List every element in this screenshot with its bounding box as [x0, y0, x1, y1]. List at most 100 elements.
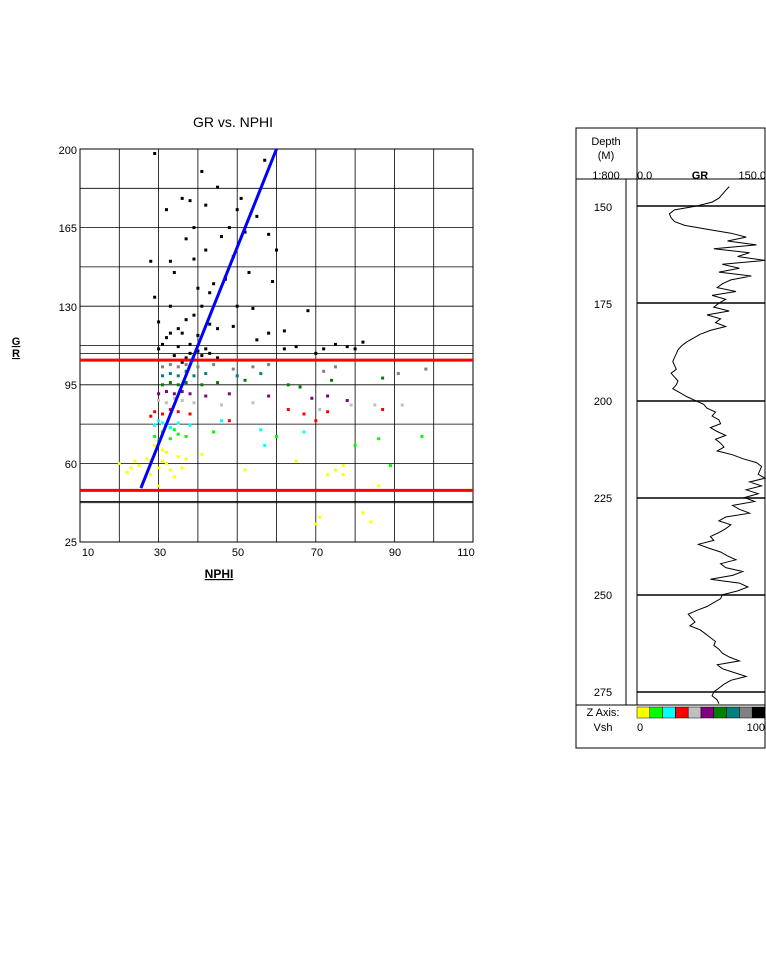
depth-label: 175 — [594, 299, 612, 311]
scatter-point — [333, 468, 337, 472]
scatter-point — [180, 331, 184, 335]
scatter-point — [200, 354, 204, 358]
scatter-point — [314, 419, 318, 423]
z-color-swatch — [649, 706, 663, 719]
scatter-point — [263, 158, 267, 162]
scatter-point — [424, 367, 428, 371]
x-tick-label: 70 — [311, 547, 323, 559]
z-color-swatch — [726, 706, 740, 719]
scatter-point — [330, 378, 334, 382]
scatter-point — [302, 412, 306, 416]
scatter-point — [243, 230, 247, 234]
y-tick-label: 60 — [65, 459, 77, 471]
y-axis-label-letter-2: R — [12, 348, 20, 360]
scatter-point — [168, 372, 172, 376]
x-tick-label: 50 — [232, 547, 244, 559]
scatter-point — [373, 403, 377, 407]
x-axis-label: NPHI — [205, 567, 234, 581]
scatter-point — [176, 383, 180, 387]
scatter-point — [157, 419, 161, 423]
scatter-point — [381, 408, 385, 412]
scatter-point — [259, 428, 263, 432]
scatter-point — [204, 372, 208, 376]
scatter-point — [161, 448, 165, 452]
z-color-swatch — [662, 706, 676, 719]
scatter-point — [196, 333, 200, 337]
scatter-point — [125, 470, 129, 474]
scatter-point — [133, 459, 137, 463]
scatter-point — [243, 378, 247, 382]
scatter-point — [129, 466, 133, 470]
scatter-point — [208, 291, 212, 295]
scatter-point — [294, 459, 298, 463]
scatter-point — [251, 365, 255, 369]
scatter-point — [161, 421, 165, 425]
scatter-point — [400, 403, 404, 407]
scatter-point — [322, 369, 326, 373]
track-min-label: 0.0 — [637, 170, 652, 182]
scatter-point — [341, 464, 345, 468]
scatter-point — [157, 392, 161, 396]
scatter-point — [208, 322, 212, 326]
scatter-point — [172, 392, 176, 396]
y-tick-label: 130 — [59, 302, 77, 314]
scatter-point — [176, 410, 180, 414]
gr-log-curve — [668, 186, 766, 704]
x-tick-label: 90 — [389, 547, 401, 559]
scatter-point — [153, 410, 157, 414]
scatter-point — [157, 399, 161, 403]
cutoff-lines — [80, 148, 473, 492]
scatter-point — [282, 347, 286, 351]
scatter-point — [235, 374, 239, 378]
scatter-point — [231, 324, 235, 328]
scatter-point — [157, 320, 161, 324]
scatter-point — [377, 437, 381, 441]
scatter-point — [204, 347, 208, 351]
scatter-point — [361, 340, 365, 344]
scatter-point — [369, 520, 373, 524]
scatter-point — [149, 414, 153, 418]
scatter-point — [318, 515, 322, 519]
scatter-point — [161, 459, 165, 463]
scatter-point — [184, 363, 188, 367]
crossplot: GR vs. NPHI 10 30 50 70 90 110 25 60 95 … — [12, 114, 475, 581]
scatter-point — [219, 403, 223, 407]
scatter-point — [267, 331, 271, 335]
scatter-point — [188, 342, 192, 346]
scatter-point — [192, 226, 196, 230]
scatter-point — [204, 394, 208, 398]
scatter-point — [239, 196, 243, 200]
scatter-point — [345, 345, 349, 349]
scatter-point — [361, 511, 365, 515]
scatter-point — [168, 425, 172, 429]
z-color-swatch — [675, 706, 689, 719]
scatter-point — [345, 399, 349, 403]
scatter-point — [164, 450, 168, 454]
scatter-point — [310, 396, 314, 400]
scatter-point — [172, 354, 176, 358]
depth-scale: 1:800 — [592, 170, 620, 182]
scatter-point — [381, 376, 385, 380]
scatter-point — [157, 466, 161, 470]
scatter-point — [188, 392, 192, 396]
scatter-point — [208, 351, 212, 355]
scatter-point — [255, 338, 259, 342]
scatter-point — [180, 360, 184, 364]
scatter-point — [188, 412, 192, 416]
scatter-point — [176, 345, 180, 349]
scatter-point — [184, 318, 188, 322]
scatter-point — [341, 473, 345, 477]
scatter-point — [184, 381, 188, 385]
x-tick-label: 110 — [457, 547, 475, 559]
scatter-point — [227, 392, 231, 396]
scatter-point — [172, 396, 176, 400]
depth-label: 275 — [594, 687, 612, 699]
scatter-point — [200, 169, 204, 173]
scatter-point — [314, 351, 318, 355]
scatter-point — [180, 466, 184, 470]
z-color-swatch — [739, 706, 753, 719]
scatter-point — [212, 363, 216, 367]
scatter-point — [286, 383, 290, 387]
